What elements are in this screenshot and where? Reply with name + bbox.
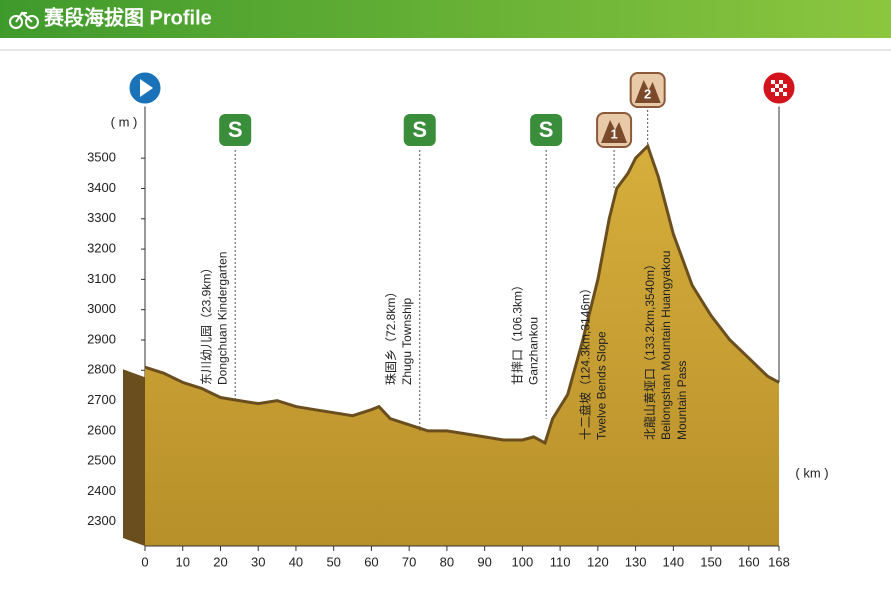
- finish-check: [775, 84, 779, 88]
- marker-label: Ganzhankou: [526, 317, 540, 385]
- y-tick-label: 3500: [87, 150, 116, 165]
- x-tick-label: 10: [176, 554, 190, 569]
- side-wall: [123, 369, 145, 546]
- marker-label: Zhugu Township: [400, 298, 414, 385]
- bike-icon: [9, 11, 39, 29]
- header-bar: [0, 0, 891, 38]
- y-tick-label: 2900: [87, 331, 116, 346]
- marker-icon-text: S: [228, 117, 243, 142]
- y-tick-label: 3400: [87, 180, 116, 195]
- finish-check: [771, 80, 775, 84]
- start-arrow: [140, 79, 153, 97]
- y-tick-label: 3200: [87, 241, 116, 256]
- sprint-icon: [401, 112, 438, 148]
- marker-label: 东川幼儿园（23.9km）: [199, 262, 213, 385]
- y-tick-label: 3100: [87, 271, 116, 286]
- marker-label: Dongchuan Kindergarten: [215, 252, 229, 385]
- x-tick-label: 140: [662, 554, 684, 569]
- x-tick-label: 50: [326, 554, 340, 569]
- marker-icon-text: 1: [610, 126, 617, 141]
- finish-check: [783, 92, 787, 96]
- y-tick-label: 2700: [87, 392, 116, 407]
- finish-check: [775, 92, 779, 96]
- finish-check: [779, 88, 783, 92]
- x-tick-label: 80: [440, 554, 454, 569]
- x-tick-label: 120: [587, 554, 609, 569]
- x-tick-label: 160: [738, 554, 760, 569]
- y-tick-label: 2400: [87, 483, 116, 498]
- marker-label: 十二盘坡（124.3km,3146m）: [577, 282, 592, 440]
- x-tick-label: 70: [402, 554, 416, 569]
- marker-label: 北龍山黄垭口（133.2km,3540m）: [642, 258, 657, 440]
- marker-label: 甘摔口（106.3km）: [510, 279, 524, 385]
- sprint-icon: [217, 112, 254, 148]
- finish-check: [771, 88, 775, 92]
- y-tick-label: 2600: [87, 422, 116, 437]
- y-tick-label: 2300: [87, 513, 116, 528]
- y-tick-label: 3300: [87, 210, 116, 225]
- x-tick-label: 150: [700, 554, 722, 569]
- x-tick-label: 100: [512, 554, 534, 569]
- finish-check: [779, 80, 783, 84]
- y-tick-label: 3000: [87, 301, 116, 316]
- mountain: [634, 80, 661, 103]
- marker-label: Beilongshan Mountain Huangyakou: [659, 251, 673, 440]
- elevation-area: [145, 146, 779, 546]
- x-tick-label: 60: [364, 554, 378, 569]
- marker-icon-text: S: [412, 117, 427, 142]
- sprint-icon: [528, 112, 565, 148]
- marker-label: 珠固乡（72.8km）: [384, 286, 398, 385]
- x-tick-label: 30: [251, 554, 265, 569]
- x-tick-label: 130: [625, 554, 647, 569]
- mountain: [601, 120, 628, 143]
- y-tick-label: 2500: [87, 453, 116, 468]
- x-tick-label: 90: [477, 554, 491, 569]
- profile-chart: ( m )( km )23002400250026002700280029003…: [87, 69, 829, 569]
- x-tick-label: 110: [550, 554, 571, 569]
- page-title: 赛段海拔图 Profile: [43, 5, 212, 29]
- y-unit: ( m ): [111, 114, 138, 129]
- x-tick-label: 0: [141, 554, 148, 569]
- x-tick-label: 20: [213, 554, 227, 569]
- marker-icon-text: S: [539, 117, 554, 142]
- marker-icon-text: 2: [644, 86, 651, 101]
- marker-label: Twelve Bends Slope: [594, 331, 608, 440]
- elevation-line: [144, 143, 780, 446]
- x-tick-label: 168: [768, 554, 790, 569]
- marker-label: Mountain Pass: [675, 361, 689, 440]
- y-tick-label: 2800: [87, 362, 116, 377]
- x-unit: ( km ): [795, 465, 828, 480]
- finish-check: [783, 84, 787, 88]
- x-tick-label: 40: [289, 554, 303, 569]
